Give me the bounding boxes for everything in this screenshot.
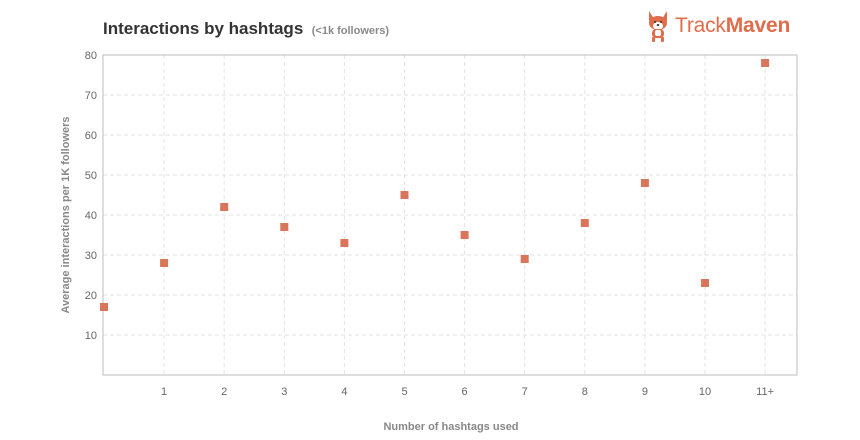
grid-lines xyxy=(103,54,797,375)
data-point[interactable] xyxy=(640,179,649,187)
chart-header: Interactions by hashtags (<1k followers) xyxy=(103,19,389,39)
x-axis-title: Number of hashtags used xyxy=(383,421,518,433)
x-tick-label: 3 xyxy=(281,386,287,398)
trackmaven-logo: TrackMaven xyxy=(645,8,790,44)
plot-frame xyxy=(102,54,798,376)
data-points xyxy=(100,59,770,311)
data-point[interactable] xyxy=(460,231,469,239)
data-point[interactable] xyxy=(701,279,709,287)
y-tick-label: 40 xyxy=(85,210,97,222)
chart-subtitle: (<1k followers) xyxy=(311,25,390,37)
data-point[interactable] xyxy=(160,259,169,267)
x-tick-label: 10 xyxy=(699,386,711,398)
y-axis-title: Average interactions per 1K followers xyxy=(60,116,72,313)
x-tick-label: 7 xyxy=(522,386,528,398)
x-tick-label: 4 xyxy=(341,386,347,398)
chart-title: Interactions by hashtags xyxy=(103,19,304,38)
y-tick-label: 70 xyxy=(85,90,97,102)
corgi-mascot-icon xyxy=(649,11,667,42)
logo-text: TrackMaven xyxy=(675,14,791,37)
data-point[interactable] xyxy=(761,59,770,67)
x-tick-label: 2 xyxy=(221,386,227,398)
x-tick-label: 6 xyxy=(462,386,468,398)
y-tick-label: 50 xyxy=(85,170,97,182)
y-axis-ticks: 10 20 30 40 50 60 70 80 xyxy=(85,50,97,342)
x-tick-label: 1 xyxy=(161,386,167,398)
data-point[interactable] xyxy=(520,255,529,263)
data-point[interactable] xyxy=(580,219,589,227)
x-tick-label: 5 xyxy=(401,386,407,398)
y-tick-label: 30 xyxy=(85,250,97,262)
x-tick-label: 11+ xyxy=(756,386,774,398)
data-point[interactable] xyxy=(400,191,409,199)
data-point[interactable] xyxy=(340,239,349,247)
x-axis-ticks: 1 2 3 4 5 6 7 8 9 10 11+ xyxy=(161,386,774,398)
y-tick-label: 60 xyxy=(85,130,97,142)
x-tick-label: 8 xyxy=(582,386,588,398)
y-tick-label: 80 xyxy=(85,50,97,62)
data-point[interactable] xyxy=(280,223,289,231)
y-tick-label: 10 xyxy=(85,330,97,342)
x-tick-label: 9 xyxy=(642,386,648,398)
data-point[interactable] xyxy=(100,303,108,311)
data-point[interactable] xyxy=(220,203,229,211)
y-tick-label: 20 xyxy=(85,290,97,302)
